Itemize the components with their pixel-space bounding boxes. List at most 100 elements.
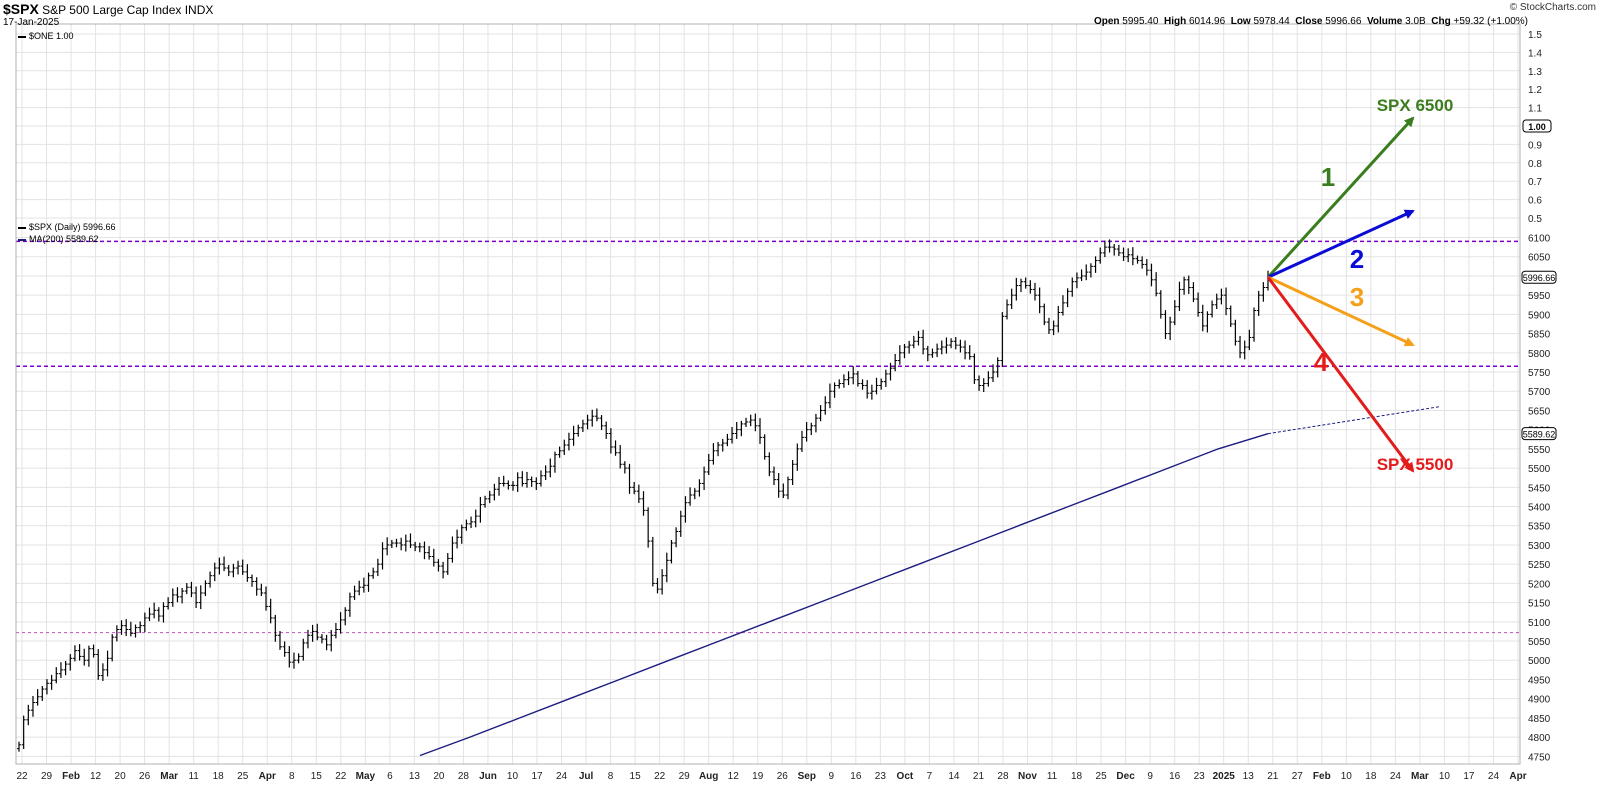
x-tick-label: 21 [1267,771,1279,782]
volume-value: 3.0B [1405,16,1426,27]
x-tick-label: Jul [579,771,594,782]
y-tick-label: 0.6 [1528,196,1542,207]
x-tick-label: 15 [311,771,323,782]
x-tick-label: 11 [188,771,199,782]
high-value: 6014.96 [1189,16,1226,27]
x-tick-label: 13 [409,771,421,782]
x-tick-label: 17 [531,771,543,782]
scenario-3-label: 3 [1350,282,1364,312]
x-tick-label: 10 [1439,771,1451,782]
ma-projection [1267,406,1441,435]
chart-date: 17-Jan-2025 [3,17,60,28]
y-tick-label: 1.3 [1528,67,1542,78]
x-tick-label: 24 [1390,771,1402,782]
change-value: +59.32 (+1.00%) [1453,16,1529,27]
x-tick-label: 20 [115,771,127,782]
x-tick-label: 22 [654,771,666,782]
y-tick-label: 5150 [1528,599,1551,610]
x-tick-label: Mar [1411,771,1429,782]
change-label: Chg [1431,16,1451,27]
scenario-1-label: 1 [1321,162,1335,192]
x-tick-label: 12 [728,771,740,782]
axes: 22 29 Feb 12 20 26 Mar 11 18 25 Apr 8 15 22 May 6 13 20 28… [15,23,1557,782]
x-tick-label: 23 [875,771,887,782]
plot-frame [15,23,1521,765]
y-tick-label: 5200 [1528,579,1551,590]
x-tick-label: Mar [160,771,178,782]
y-tick-label: 1.2 [1528,85,1542,96]
y-tick-label: 5950 [1528,291,1551,302]
x-tick-label: 8 [289,771,295,782]
ohlc-readout: Open 5995.40 High 6014.96 Low 5978.44 Cl… [1094,16,1528,27]
y-tick-label: 5550 [1528,445,1551,456]
y-tick-label: 6100 [1528,234,1551,245]
x-tick-label: 14 [948,771,960,782]
x-tick-label: 25 [1096,771,1108,782]
x-tick-label: 28 [997,771,1009,782]
legend-spx: $SPX (Daily) 5996.66 [18,222,116,232]
exchange-name: INDX [184,3,214,17]
brand-watermark: © StockCharts.com [1509,2,1596,13]
x-tick-label: 21 [973,771,985,782]
y-tick-label: 6050 [1528,253,1551,264]
x-tick-label: 19 [752,771,764,782]
y-tick-label: 1.1 [1528,104,1542,115]
y-tick-label: 5050 [1528,637,1551,648]
y-tick-label: 5100 [1528,618,1551,629]
y-tick-label: 0.8 [1528,159,1542,170]
close-label: Close [1295,16,1323,27]
x-tick-label: Dec [1116,771,1135,782]
y-tick-label: 4750 [1528,752,1551,763]
x-tick-label: 16 [850,771,862,782]
x-tick-label: 8 [608,771,614,782]
legend-spx-label: $SPX (Daily) 5996.66 [29,222,116,232]
x-tick-label: Nov [1018,771,1037,782]
scenario-arrow-red [1266,276,1415,473]
x-tick-label: 13 [1243,771,1255,782]
y-tick-label: 5700 [1528,387,1551,398]
target-6500-label: SPX 6500 [1377,96,1454,115]
scenario-arrow-green [1266,116,1415,279]
y-tick-label: 4850 [1528,714,1551,725]
x-tick-label: 11 [1047,771,1058,782]
x-tick-label: 22 [335,771,347,782]
y-tick-label: 5750 [1528,368,1551,379]
y-tick-label: 5250 [1528,560,1551,571]
y-tick-label: 4900 [1528,695,1551,706]
high-label: High [1164,16,1187,27]
instrument-name: S&P 500 Large Cap Index [42,3,182,17]
ma-line [419,433,1269,757]
open-label: Open [1093,16,1120,27]
legend-one: $ONE 1.00 [18,31,74,41]
x-tick-label: 23 [1194,771,1206,782]
x-tick-label: 22 [16,771,28,782]
open-value: 5995.40 [1122,16,1159,27]
low-label: Low [1230,16,1251,27]
x-tick-label: Oct [897,771,914,782]
y-tick-label: 5400 [1528,503,1551,514]
scenario-arrow-orange [1267,275,1415,347]
legend-one-label: $ONE 1.00 [29,31,74,41]
ma-200-line [419,406,1441,757]
one-value-box [1522,119,1552,133]
y-tick-label: 1.5 [1528,30,1542,41]
x-tick-label: 20 [433,771,445,782]
x-tick-label: Sep [798,771,816,782]
x-tick-label: 9 [1147,771,1153,782]
volume-label: Volume [1366,16,1403,27]
ticker-symbol: $SPX [3,1,39,17]
grid [16,24,1520,764]
x-tick-label: 28 [458,771,470,782]
x-tick-label: 26 [777,771,789,782]
y-tick-label: 5300 [1528,541,1551,552]
x-tick-label: 29 [41,771,53,782]
y-tick-label: 1.00 [1528,122,1546,132]
x-tick-label: 27 [1292,771,1304,782]
legend-one-swatch [18,35,26,38]
x-tick-label: Apr [259,771,276,782]
x-tick-label: 24 [556,771,568,782]
y-tick-label: 5900 [1528,310,1551,321]
y-tick-label: 1.4 [1528,48,1542,59]
y-tick-label: 0.9 [1528,140,1542,151]
